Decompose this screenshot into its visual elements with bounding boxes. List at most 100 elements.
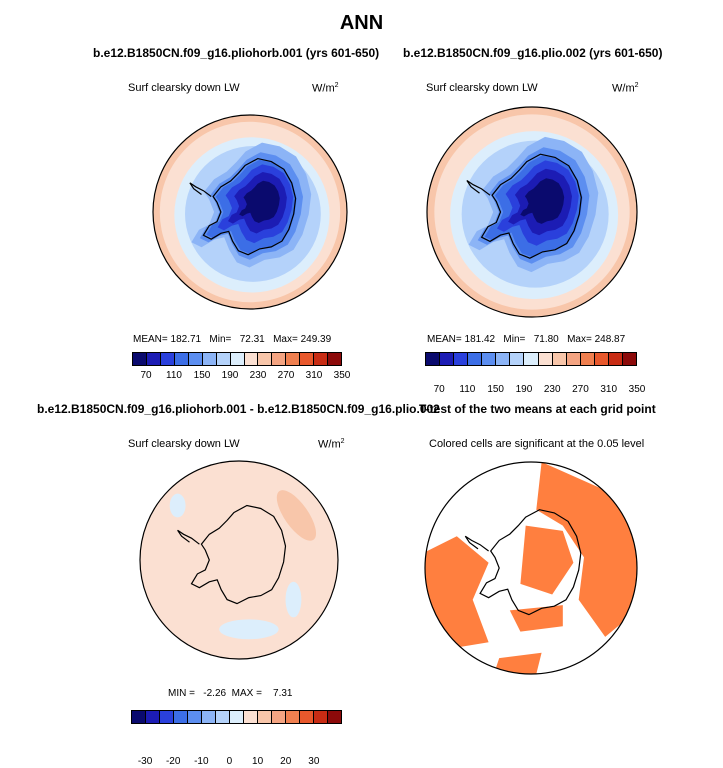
colorbar-box [468, 353, 483, 365]
contour-band [520, 178, 565, 224]
colorbar-box [272, 711, 286, 723]
panel4-title: T-test of the two means at each grid poi… [419, 402, 656, 416]
panel1-colorbar-ticks: 70 110 150 190 230 270 310 350 [132, 368, 350, 382]
panel4-map [424, 461, 638, 675]
panel2-stats: MEAN= 181.42 Min= 71.80 Max= 248.87 [427, 334, 626, 345]
panel2-map [426, 106, 638, 318]
coastline-peninsula [177, 529, 200, 545]
panel2-units: W/m2 [612, 82, 639, 95]
colorbar-box [286, 353, 301, 365]
coastline [480, 153, 582, 259]
colorbar-tick-label: 110 [459, 384, 476, 395]
coastline [479, 509, 582, 616]
panel1-variable: Surf clearsky down LW [128, 82, 240, 94]
panel2-title: b.e12.B1850CN.f09_g16.plio.002 (yrs 601-… [403, 46, 663, 60]
panel3-stats: MIN = -2.26 MAX = 7.31 [168, 688, 293, 699]
coastline [190, 504, 287, 605]
colorbar-box [244, 711, 258, 723]
colorbar-box [482, 353, 497, 365]
contour-band [219, 619, 279, 640]
colorbar-box [188, 711, 202, 723]
colorbar-tick-label: 190 [515, 384, 533, 395]
colorbar-box [146, 353, 161, 365]
colorbar-box [146, 711, 160, 723]
contour-band [276, 490, 317, 541]
colorbar-box [426, 353, 441, 365]
colorbar-tick-label: 190 [221, 370, 239, 381]
colorbar-tick-label: 70 [433, 384, 445, 395]
colorbar-tick-label: 230 [543, 384, 561, 395]
colorbar-tick-label: 350 [333, 370, 351, 381]
panel1-colorbar [132, 352, 342, 366]
map-field [153, 115, 347, 309]
colorbar-tick-label: 350 [628, 384, 646, 395]
panel3-map [139, 460, 339, 660]
colorbar-tick-label: -20 [165, 756, 181, 767]
colorbar-box [510, 353, 525, 365]
panel3-colorbar [131, 710, 342, 724]
significant-region [425, 536, 489, 648]
panel1-title: b.e12.B1850CN.f09_g16.pliohorb.001 (yrs … [93, 46, 380, 60]
map-border [424, 461, 638, 675]
colorbar-box [230, 711, 244, 723]
coastline [202, 157, 297, 256]
coastline-peninsula [464, 535, 489, 552]
colorbar-box [314, 711, 328, 723]
colorbar-box [580, 353, 595, 365]
panel3-title: b.e12.B1850CN.f09_g16.pliohorb.001 - b.e… [37, 402, 440, 416]
colorbar-box [608, 353, 623, 365]
colorbar-box [538, 353, 553, 365]
colorbar-tick-label: -30 [137, 756, 153, 767]
colorbar-box [174, 711, 188, 723]
colorbar-box [174, 353, 189, 365]
colorbar-box [328, 353, 342, 365]
map-border [139, 460, 339, 660]
colorbar-box [230, 353, 245, 365]
coastline-peninsula [466, 180, 491, 196]
colorbar-box [188, 353, 203, 365]
map-field [425, 462, 637, 674]
colorbar-box [454, 353, 469, 365]
colorbar-box [133, 353, 147, 365]
colorbar-box [272, 353, 287, 365]
map-field [140, 461, 338, 659]
colorbar-box [160, 711, 174, 723]
colorbar-box [314, 353, 329, 365]
coastline-peninsula [189, 182, 212, 197]
colorbar-tick-label: 0 [226, 756, 233, 767]
colorbar-box [216, 711, 230, 723]
colorbar-box [594, 353, 609, 365]
colorbar-tick-label: 70 [140, 370, 152, 381]
colorbar-tick-label: 270 [572, 384, 589, 395]
panel3-colorbar-ticks: -30 -20 -10 0 10 20 30 [131, 754, 342, 768]
panel3-variable: Surf clearsky down LW [128, 438, 240, 450]
panel2-colorbar-ticks: 70 110 150 190 230 270 310 350 [425, 382, 646, 396]
significant-region [493, 652, 542, 674]
colorbar-box [202, 353, 217, 365]
contour-band [239, 180, 280, 223]
colorbar-box [328, 711, 341, 723]
colorbar-box [440, 353, 455, 365]
colorbar-tick-label: -10 [194, 756, 209, 767]
panel1-stats: MEAN= 182.71 Min= 72.31 Max= 249.39 [133, 334, 332, 345]
colorbar-box [622, 353, 636, 365]
colorbar-tick-label: 150 [487, 384, 504, 395]
panel3-units: W/m2 [318, 438, 345, 451]
colorbar-box [496, 353, 511, 365]
colorbar-box [132, 711, 146, 723]
contour-band [169, 493, 186, 518]
colorbar-box [258, 353, 273, 365]
colorbar-box [202, 711, 216, 723]
map-border [152, 114, 348, 310]
panel2-variable: Surf clearsky down LW [426, 82, 538, 94]
contour-band [285, 581, 302, 618]
panel1-map [152, 114, 348, 310]
colorbar-tick-label: 310 [305, 370, 323, 381]
colorbar-box [160, 353, 175, 365]
colorbar-box [300, 711, 314, 723]
page-title: ANN [339, 12, 384, 34]
colorbar-tick-label: 230 [249, 370, 267, 381]
panel2-colorbar [425, 352, 637, 366]
map-field [427, 107, 637, 317]
colorbar-tick-label: 310 [600, 384, 618, 395]
